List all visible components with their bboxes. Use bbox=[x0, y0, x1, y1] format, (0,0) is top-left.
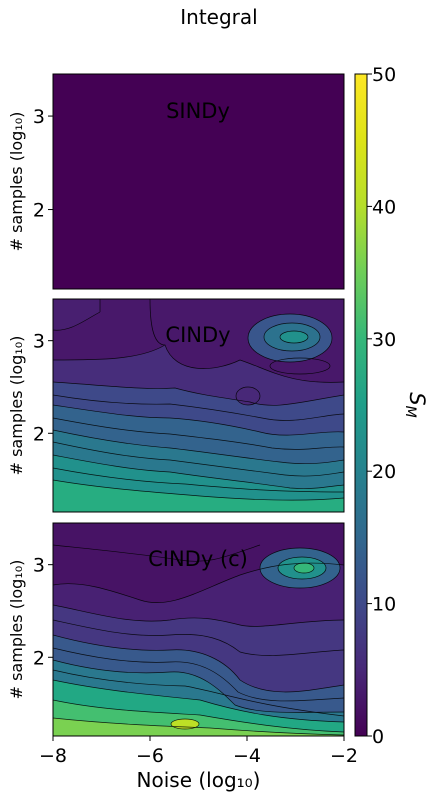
colorbar-tick-label: 20 bbox=[372, 461, 396, 483]
sindy-label: SINDy bbox=[166, 99, 230, 123]
colorbar: 0 10 20 30 40 50 SM bbox=[354, 64, 429, 748]
y-axis-label: # samples (log₁₀) bbox=[7, 112, 26, 252]
cindy-frame bbox=[52, 298, 345, 513]
colorbar-tick-label: 50 bbox=[372, 64, 396, 86]
x-tick-label: −4 bbox=[233, 745, 261, 767]
x-tick-label: −2 bbox=[330, 745, 358, 767]
sindy-heatmap bbox=[53, 74, 344, 289]
colorbar-ticks: 0 10 20 30 40 50 bbox=[367, 64, 396, 748]
cindy-label: CINDy bbox=[165, 323, 230, 347]
axes: 2 3 # samples (log₁₀) 2 3 # samples (log₁₀) 2 3… bbox=[7, 106, 358, 792]
y-tick-label: 2 bbox=[33, 200, 45, 222]
colorbar-tick-label: 30 bbox=[372, 329, 396, 351]
y-tick-label: 2 bbox=[33, 423, 45, 445]
colorbar-tick-label: 10 bbox=[372, 594, 396, 616]
colorbar-label: SM bbox=[402, 392, 429, 417]
colorbar-gradient bbox=[354, 73, 368, 737]
panel-cindy: CINDy bbox=[52, 298, 345, 513]
y-axis-label: # samples (log₁₀) bbox=[7, 560, 26, 700]
colorbar-tick-label: 40 bbox=[372, 196, 396, 218]
cindy-c-frame bbox=[52, 522, 345, 737]
x-tick-label: −8 bbox=[39, 745, 67, 767]
y-tick-label: 3 bbox=[33, 555, 45, 577]
x-axis-label: Noise (log₁₀) bbox=[137, 768, 261, 792]
sindy-frame bbox=[52, 73, 345, 290]
panel-cindy-c: CINDy (c) bbox=[52, 522, 345, 737]
y-tick-label: 3 bbox=[33, 331, 45, 353]
figure-title: Integral bbox=[180, 5, 257, 29]
y-axis-label: # samples (log₁₀) bbox=[7, 336, 26, 476]
y-tick-label: 3 bbox=[33, 106, 45, 128]
cindy-c-label: CINDy (c) bbox=[148, 547, 248, 571]
x-tick-label: −6 bbox=[136, 745, 164, 767]
panel-sindy: SINDy bbox=[52, 73, 345, 290]
colorbar-tick-label: 0 bbox=[372, 726, 384, 748]
y-tick-label: 2 bbox=[33, 647, 45, 669]
